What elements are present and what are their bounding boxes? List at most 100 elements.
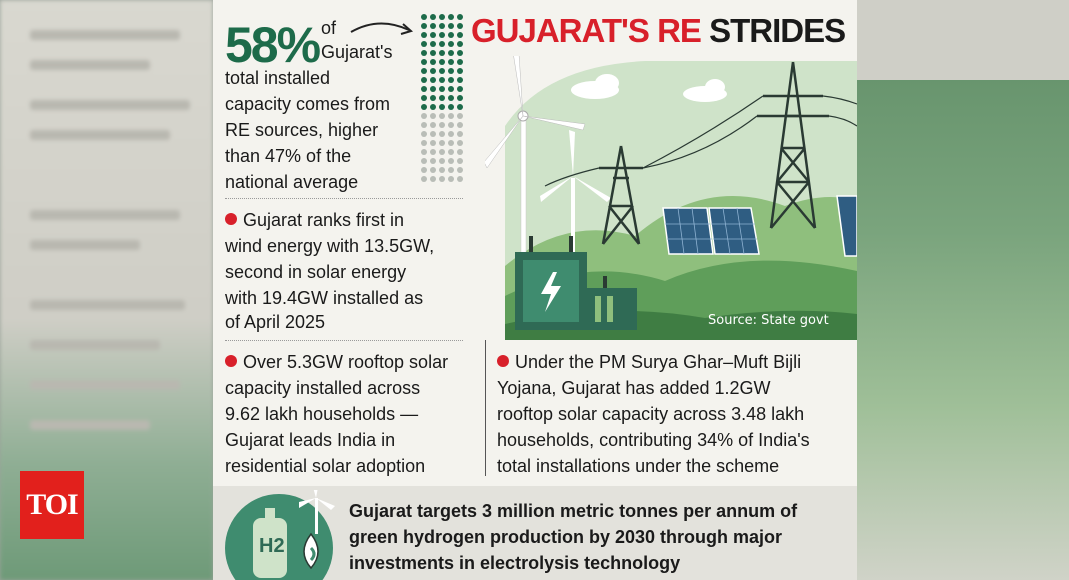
- dot-filled: [439, 68, 445, 74]
- divider: [225, 198, 463, 199]
- dot-filled: [448, 95, 454, 101]
- headline: GUJARAT'S RE STRIDES: [471, 12, 846, 50]
- dot-filled: [457, 14, 463, 20]
- dot-empty: [430, 113, 436, 119]
- dot-empty: [421, 122, 427, 128]
- point-1-line-1: Gujarat ranks first in: [243, 210, 405, 230]
- substation-icon: [515, 236, 637, 330]
- dot-filled: [457, 77, 463, 83]
- dot-empty: [439, 113, 445, 119]
- point-1-line-3: second in solar energy: [225, 262, 407, 282]
- dot-filled: [448, 32, 454, 38]
- headline-part1: GUJARAT'S RE: [471, 12, 702, 49]
- dot-empty: [430, 131, 436, 137]
- point-3-line-5: total installations under the scheme: [497, 456, 780, 476]
- dot-filled: [430, 41, 436, 47]
- dot-filled: [421, 77, 427, 83]
- dot-filled: [457, 95, 463, 101]
- dot-empty: [439, 158, 445, 164]
- dot-filled: [430, 50, 436, 56]
- dot-filled: [448, 86, 454, 92]
- dot-filled: [439, 86, 445, 92]
- stat-line-3: capacity comes from: [225, 94, 391, 114]
- dot-filled: [421, 104, 427, 110]
- stat-of: of: [321, 18, 337, 38]
- dot-empty: [439, 176, 445, 182]
- dot-filled: [448, 59, 454, 65]
- dot-empty: [439, 167, 445, 173]
- dot-empty: [439, 122, 445, 128]
- dot-empty: [448, 167, 454, 173]
- h2-label: H2: [259, 535, 285, 557]
- dot-empty: [421, 176, 427, 182]
- bullet-dot: [225, 213, 237, 225]
- dot-empty: [421, 140, 427, 146]
- stat-line-4: RE sources, higher: [225, 120, 379, 140]
- dot-filled: [439, 50, 445, 56]
- stat-line-5: than 47% of the: [225, 146, 352, 166]
- point-2-line-2: capacity installed across: [225, 378, 421, 398]
- dot-filled: [457, 32, 463, 38]
- dot-empty: [457, 122, 463, 128]
- dot-filled: [457, 68, 463, 74]
- point-3-line-1: Under the PM Surya Ghar–Muft Bijli: [515, 352, 802, 372]
- arrow-icon: [350, 22, 414, 35]
- dot-filled: [421, 32, 427, 38]
- dot-filled: [421, 86, 427, 92]
- dot-filled: [430, 68, 436, 74]
- dot-filled: [448, 68, 454, 74]
- transmission-tower-icon: [599, 61, 829, 245]
- dot-empty: [430, 167, 436, 173]
- background-blur-right: [856, 0, 1069, 580]
- dot-filled: [439, 59, 445, 65]
- dot-filled: [457, 23, 463, 29]
- dot-filled: [430, 23, 436, 29]
- point-2-line-1: Over 5.3GW rooftop solar: [243, 352, 449, 372]
- dot-empty: [457, 167, 463, 173]
- point-3-line-2: Yojana, Gujarat has added 1.2GW: [497, 378, 771, 398]
- bullet-dot: [497, 355, 509, 367]
- dot-empty: [430, 176, 436, 182]
- dot-empty: [439, 140, 445, 146]
- dot-empty: [430, 122, 436, 128]
- dot-empty: [457, 140, 463, 146]
- dot-empty: [439, 131, 445, 137]
- dot-filled: [448, 77, 454, 83]
- dot-filled: [439, 41, 445, 47]
- dot-empty: [457, 113, 463, 119]
- dot-filled: [430, 14, 436, 20]
- dot-filled: [421, 50, 427, 56]
- renewable-energy-illustration: [485, 56, 857, 340]
- dot-empty: [457, 131, 463, 137]
- point-1-line-5: of April 2025: [225, 312, 326, 332]
- toi-logo: TOI: [20, 471, 84, 539]
- dot-filled: [430, 104, 436, 110]
- dot-filled: [421, 14, 427, 20]
- dot-empty: [421, 113, 427, 119]
- dot-empty: [421, 149, 427, 155]
- dot-filled: [457, 41, 463, 47]
- dot-filled: [421, 68, 427, 74]
- source-credit: Source: State govt: [708, 313, 829, 328]
- water-drop-icon: [303, 532, 319, 570]
- dot-empty: [457, 158, 463, 164]
- dot-filled: [439, 104, 445, 110]
- dot-empty: [439, 149, 445, 155]
- dot-empty: [448, 176, 454, 182]
- dot-filled: [421, 23, 427, 29]
- dot-empty: [457, 149, 463, 155]
- dot-filled: [448, 50, 454, 56]
- headline-part2: STRIDES: [709, 12, 846, 49]
- percentage-dot-grid: [421, 14, 465, 186]
- column-divider: [485, 318, 486, 476]
- point-3-line-4: households, contributing 34% of India's: [497, 430, 810, 450]
- dot-filled: [439, 23, 445, 29]
- dot-empty: [457, 176, 463, 182]
- dot-empty: [448, 149, 454, 155]
- dot-filled: [430, 77, 436, 83]
- bottom-line-1: Gujarat targets 3 million metric tonnes …: [349, 501, 798, 521]
- divider: [225, 340, 463, 341]
- dot-filled: [439, 32, 445, 38]
- bottom-line-2: green hydrogen production by 2030 throug…: [349, 527, 783, 547]
- dot-filled: [457, 59, 463, 65]
